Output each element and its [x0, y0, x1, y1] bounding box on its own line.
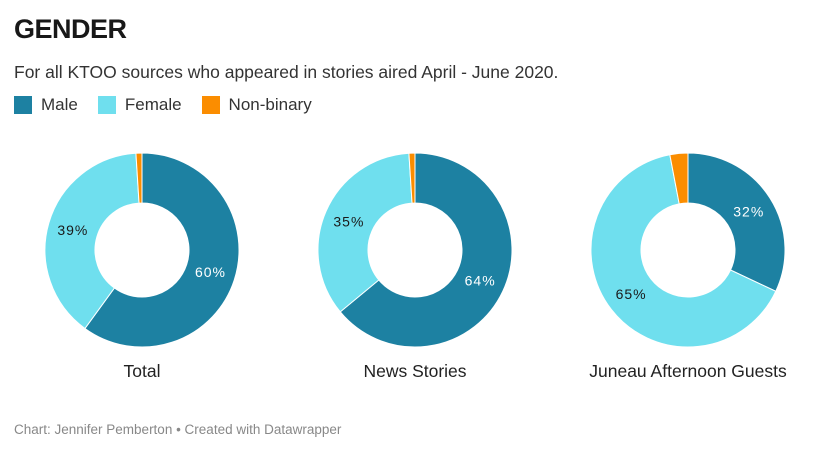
slice-female	[44, 152, 140, 330]
slice-female	[317, 152, 413, 313]
footer-credit: Chart: Jennifer Pemberton • Created with…	[14, 422, 342, 437]
legend-swatch-female	[97, 96, 116, 114]
data-label-female: 35%	[333, 213, 364, 229]
donut-total: 60% 39% Total	[44, 152, 240, 381]
legend-swatch-male	[14, 96, 32, 114]
donut-juneau-afternoon-guests: 32% 65% Juneau Afternoon Guests	[589, 152, 787, 381]
donut-charts: 60% 39% Total 64% 35% News Stories 32% 65% Junea…	[44, 152, 787, 381]
legend-swatch-non-binary	[201, 96, 220, 114]
legend-item-male: Male	[14, 95, 78, 115]
data-label-male: 32%	[733, 203, 764, 219]
slice-non-binary	[135, 152, 143, 204]
slice-female	[590, 154, 777, 348]
legend-item-non-binary: Non-binary	[201, 95, 312, 115]
legend-label-female: Female	[124, 95, 182, 114]
slice-non-binary	[669, 152, 689, 205]
data-label-female: 65%	[616, 286, 647, 302]
data-label-male: 60%	[195, 264, 226, 280]
legend-label-male: Male	[41, 95, 78, 114]
slice-non-binary	[408, 152, 416, 204]
slice-male	[339, 152, 513, 348]
chart-subtitle: For all KTOO sources who appeared in sto…	[14, 62, 559, 82]
chart-title: GENDER	[14, 14, 127, 44]
legend-label-non-binary: Non-binary	[228, 95, 312, 114]
data-label-male: 64%	[465, 273, 496, 289]
legend: Male Female Non-binary	[14, 95, 312, 115]
data-label-female: 39%	[57, 222, 88, 238]
donut-label: Total	[124, 361, 161, 381]
donut-label: Juneau Afternoon Guests	[589, 361, 787, 381]
donut-news-stories: 64% 35% News Stories	[317, 152, 513, 381]
slice-male	[687, 152, 786, 292]
donut-label: News Stories	[363, 361, 466, 381]
slice-male	[84, 152, 240, 348]
legend-item-female: Female	[97, 95, 182, 115]
